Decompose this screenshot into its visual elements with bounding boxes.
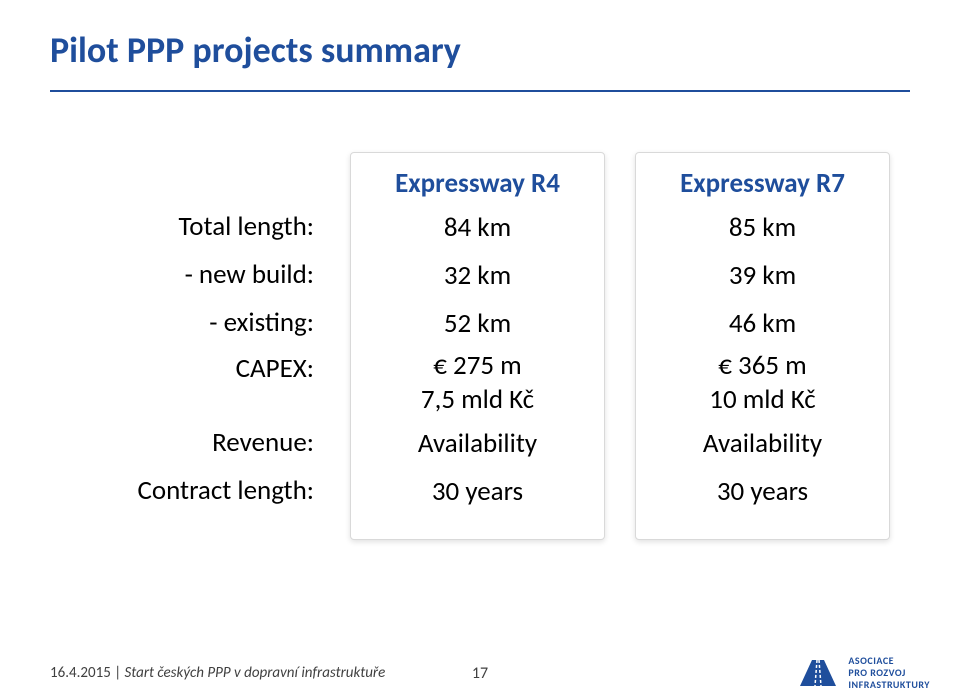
- footer-page-number: 17: [472, 664, 488, 683]
- card-r7-contract-length: 30 years: [646, 467, 879, 515]
- card-r7-capex: € 365 m 10 mld Kč: [646, 347, 879, 419]
- label-revenue: Revenue:: [55, 418, 320, 466]
- card-r4-capex: € 275 m 7,5 mld Kč: [361, 347, 594, 419]
- card-r4: Expressway R4 84 km 32 km 52 km € 275 m …: [350, 152, 605, 540]
- card-r7: Expressway R7 85 km 39 km 46 km € 365 m …: [635, 152, 890, 540]
- footer-date: 16.4.2015: [50, 664, 111, 682]
- card-r7-revenue: Availability: [646, 419, 879, 467]
- page-title: Pilot PPP projects summary: [50, 28, 910, 72]
- footer-logo: ASOCIACE PRO ROZVOJ INFRASTRUKTURY: [798, 655, 930, 691]
- card-r7-capex-eur: € 365 m: [718, 349, 807, 383]
- card-r4-new-build: 32 km: [361, 251, 594, 299]
- title-divider: [50, 90, 910, 92]
- road-logo-icon: [798, 658, 838, 688]
- card-r7-capex-czk: 10 mld Kč: [709, 383, 815, 417]
- card-r4-header: Expressway R4: [395, 163, 560, 203]
- card-r4-capex-eur: € 275 m: [433, 349, 522, 383]
- card-r7-existing: 46 km: [646, 299, 879, 347]
- footer-org-text: ASOCIACE PRO ROZVOJ INFRASTRUKTURY: [848, 655, 930, 691]
- footer: 16.4.2015 | Start českých PPP v dopravní…: [0, 646, 960, 700]
- card-r7-total-length: 85 km: [646, 203, 879, 251]
- card-r4-capex-czk: 7,5 mld Kč: [421, 383, 534, 417]
- label-contract-length: Contract length:: [55, 466, 320, 514]
- label-total-length: Total length:: [55, 202, 320, 250]
- footer-left: 16.4.2015 | Start českých PPP v dopravní…: [50, 664, 385, 682]
- card-r7-new-build: 39 km: [646, 251, 879, 299]
- label-capex: CAPEX:: [55, 346, 320, 418]
- content-area: Total length: - new build: - existing: C…: [50, 152, 910, 540]
- card-r4-revenue: Availability: [361, 419, 594, 467]
- label-existing: - existing:: [55, 298, 320, 346]
- card-r4-contract-length: 30 years: [361, 467, 594, 515]
- label-new-build: - new build:: [55, 250, 320, 298]
- card-r4-total-length: 84 km: [361, 203, 594, 251]
- card-r4-existing: 52 km: [361, 299, 594, 347]
- card-r7-header: Expressway R7: [680, 163, 845, 203]
- row-labels-column: Total length: - new build: - existing: C…: [55, 152, 320, 540]
- footer-separator: |: [111, 664, 125, 682]
- footer-org-line3: INFRASTRUKTURY: [848, 679, 930, 691]
- footer-subtitle: Start českých PPP v dopravní infrastrukt…: [125, 664, 386, 682]
